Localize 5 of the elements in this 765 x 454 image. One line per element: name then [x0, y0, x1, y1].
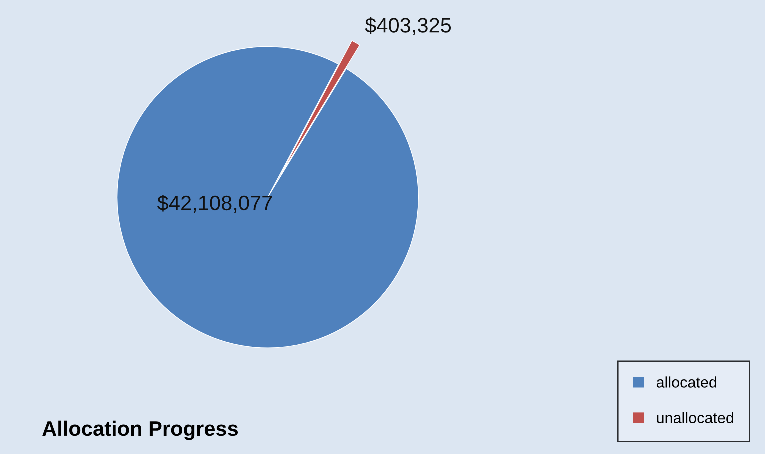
legend-label: unallocated	[657, 412, 734, 424]
legend-label: allocated	[656, 376, 716, 388]
data-label: $403,325	[365, 17, 452, 36]
text: Allocation Progress	[42, 420, 238, 440]
data-label: $42,108,077	[158, 194, 272, 214]
